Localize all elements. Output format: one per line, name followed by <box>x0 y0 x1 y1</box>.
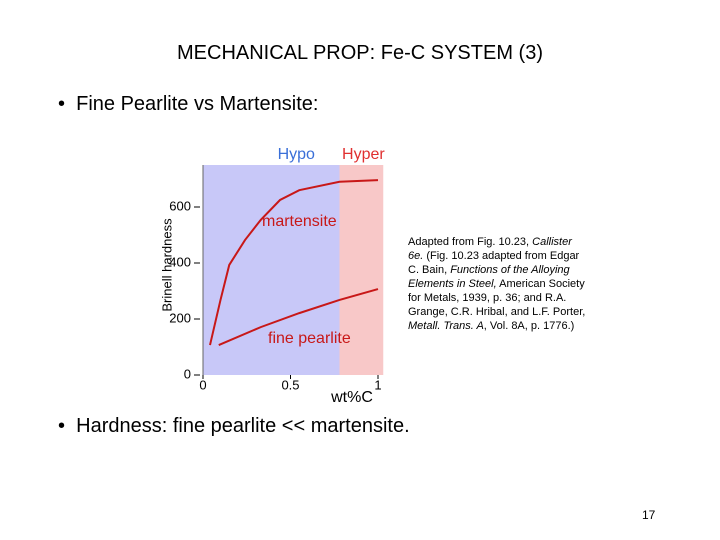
y-tick-label: 400 <box>169 254 191 269</box>
region <box>203 165 340 375</box>
x-tick-label: 1 <box>374 377 381 392</box>
region <box>339 165 384 375</box>
caption-segment: American Society for Metals, 1939, p. 36… <box>408 278 586 318</box>
x-tick-label: 0.5 <box>281 377 299 392</box>
region-label: Hyper <box>342 146 385 163</box>
region-label: Hypo <box>278 146 315 163</box>
caption-segment: Callister 6e. <box>408 236 572 262</box>
y-tick-label: 600 <box>169 198 191 213</box>
figure-caption: Adapted from Fig. 10.23, Callister 6e. (… <box>408 235 588 333</box>
series-line <box>209 179 379 346</box>
x-axis-label: wt%C <box>330 389 373 406</box>
y-tick-label: 200 <box>169 310 191 325</box>
series-label: martensite <box>262 213 337 230</box>
page-number: 17 <box>642 508 656 522</box>
x-tick-label: 0 <box>199 377 206 392</box>
caption-segment: Functions of the Alloying Elements in St… <box>408 264 570 290</box>
y-tick-label: 0 <box>184 366 191 381</box>
caption-segment: Metall. Trans. A <box>408 320 484 332</box>
bullet: • Fine Pearlite vs Martensite: <box>58 93 319 115</box>
slide-title: MECHANICAL PROP: Fe-C SYSTEM (3) <box>177 42 543 64</box>
series-line <box>218 288 379 346</box>
y-axis-label: Brinell hardness <box>159 218 174 312</box>
series-label: fine pearlite <box>268 330 351 347</box>
bullet: • Hardness: fine pearlite << martensite. <box>58 415 410 437</box>
bullet-text: Fine Pearlite vs Martensite: <box>76 93 319 115</box>
caption-segment: , Vol. 8A, p. 1776.) <box>483 320 575 332</box>
caption-segment: Adapted from Fig. 10.23, <box>408 236 533 248</box>
chart: Hypo Hyper 0 200 400 600 0 0.5 1wt%C Brinell hard… <box>159 146 385 406</box>
caption-segment: (Fig. 10.23 adapted from Edgar C. Bain, <box>408 250 580 276</box>
bullet-text: Hardness: fine pearlite << martensite. <box>76 415 410 437</box>
